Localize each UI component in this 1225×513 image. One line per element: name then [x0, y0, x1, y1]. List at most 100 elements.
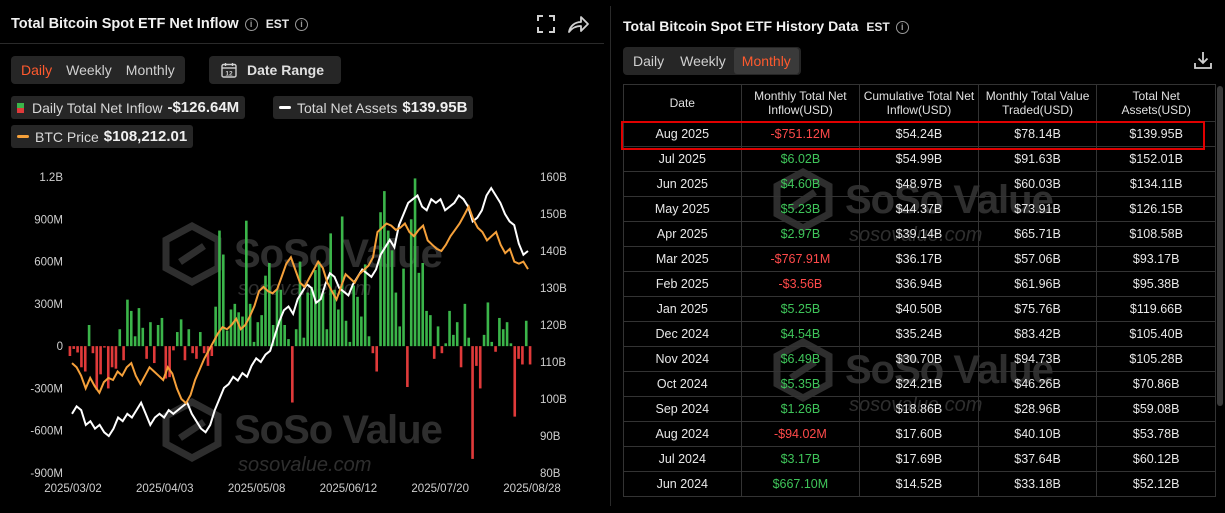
inflow-bar[interactable]: [118, 329, 122, 347]
table-row[interactable]: Sep 2024 $1.26B $18.86B $28.96B $59.08B: [623, 396, 1216, 422]
tab-daily[interactable]: Daily: [21, 62, 53, 78]
inflow-bar[interactable]: [260, 315, 263, 347]
inflow-bar[interactable]: [505, 322, 509, 347]
history-tab-weekly[interactable]: Weekly: [680, 53, 726, 69]
inflow-bar[interactable]: [294, 329, 298, 347]
inflow-bar[interactable]: [191, 346, 194, 354]
inflow-bar[interactable]: [337, 309, 340, 347]
inflow-bar[interactable]: [463, 303, 467, 347]
inflow-bar[interactable]: [394, 292, 398, 347]
inflow-bar[interactable]: [175, 332, 179, 347]
inflow-bar[interactable]: [413, 178, 417, 347]
inflow-bar[interactable]: [478, 346, 482, 389]
col-date[interactable]: Date: [623, 84, 742, 122]
inflow-bar[interactable]: [225, 330, 229, 347]
inflow-bar[interactable]: [172, 346, 175, 351]
inflow-bar[interactable]: [179, 319, 183, 347]
inflow-bar[interactable]: [283, 325, 286, 347]
inflow-bar[interactable]: [160, 317, 164, 347]
inflow-bar[interactable]: [114, 346, 118, 369]
inflow-bar[interactable]: [99, 346, 102, 375]
table-row[interactable]: Aug 2025 -$751.12M $54.24B $78.14B $139.95B: [623, 121, 1216, 147]
inflow-bar[interactable]: [471, 346, 474, 459]
legend-daily-inflow[interactable]: Daily Total Net Inflow -$126.64M: [11, 96, 246, 119]
table-row[interactable]: Dec 2024 $4.54B $35.24B $83.42B $105.40B: [623, 321, 1216, 347]
inflow-bar[interactable]: [210, 346, 214, 357]
inflow-bar[interactable]: [103, 346, 106, 348]
inflow-bar[interactable]: [386, 230, 390, 347]
inflow-bar[interactable]: [375, 346, 378, 372]
inflow-bar[interactable]: [145, 346, 148, 359]
inflow-bar[interactable]: [87, 325, 91, 347]
inflow-bar[interactable]: [68, 346, 72, 357]
inflow-bar[interactable]: [360, 316, 363, 347]
history-tab-monthly[interactable]: Monthly: [733, 48, 799, 74]
inflow-bar[interactable]: [233, 303, 237, 347]
inflow-bar[interactable]: [317, 261, 321, 347]
inflow-bar[interactable]: [409, 219, 413, 347]
inflow-bar[interactable]: [455, 322, 459, 347]
inflow-bar[interactable]: [344, 320, 348, 347]
inflow-bar[interactable]: [528, 346, 532, 365]
inflow-bar[interactable]: [501, 329, 505, 347]
inflow-bar[interactable]: [268, 262, 271, 347]
inflow-bar[interactable]: [429, 315, 432, 347]
inflow-bar[interactable]: [241, 316, 244, 347]
inflow-bar[interactable]: [229, 309, 233, 347]
inflow-bar[interactable]: [72, 346, 76, 349]
inflow-bar[interactable]: [129, 310, 133, 347]
table-row[interactable]: Jul 2024 $3.17B $17.69B $37.64B $60.12B: [623, 446, 1216, 472]
inflow-bar[interactable]: [440, 346, 444, 354]
inflow-bar[interactable]: [95, 346, 99, 390]
inflow-bar[interactable]: [436, 326, 440, 347]
inflow-bar[interactable]: [237, 312, 240, 347]
table-row[interactable]: Aug 2024 -$94.02M $17.60B $40.10B $53.78B: [623, 421, 1216, 447]
inflow-bar[interactable]: [264, 275, 267, 347]
inflow-bar[interactable]: [252, 341, 256, 347]
tab-monthly[interactable]: Monthly: [125, 62, 175, 78]
history-tab-daily[interactable]: Daily: [633, 53, 665, 69]
col-monthly-net-inflow[interactable]: Monthly Total Net Inflow(USD): [740, 84, 861, 122]
inflow-bar[interactable]: [187, 329, 191, 347]
inflow-bar[interactable]: [444, 343, 448, 347]
inflow-bar[interactable]: [498, 317, 501, 347]
inflow-bar[interactable]: [406, 346, 409, 388]
inflow-bar[interactable]: [363, 264, 367, 347]
inflow-bar[interactable]: [524, 320, 528, 347]
timezone-info-icon[interactable]: i: [295, 18, 309, 31]
col-total-net-assets[interactable]: Total Net Assets(USD): [1096, 84, 1216, 122]
inflow-bar[interactable]: [291, 346, 294, 403]
table-row[interactable]: Jun 2025 $4.60B $48.97B $60.03B $134.11B: [623, 171, 1216, 197]
inflow-bar[interactable]: [271, 325, 275, 347]
inflow-bar[interactable]: [287, 339, 290, 347]
legend-btc-price[interactable]: BTC Price $108,212.01: [11, 125, 194, 148]
col-monthly-value-traded[interactable]: Monthly Total Value Traded(USD): [977, 84, 1098, 122]
table-row[interactable]: Jan 2025 $5.25B $40.50B $75.76B $119.66B: [623, 296, 1216, 322]
inflow-bar[interactable]: [298, 261, 302, 347]
inflow-bar[interactable]: [402, 268, 405, 347]
inflow-bar[interactable]: [202, 346, 206, 354]
inflow-bar[interactable]: [141, 327, 145, 347]
inflow-bar[interactable]: [149, 322, 152, 347]
inflow-bar[interactable]: [486, 302, 490, 347]
table-row[interactable]: Nov 2024 $6.49B $30.70B $94.73B $105.28B: [623, 346, 1216, 372]
inflow-bar[interactable]: [425, 310, 428, 347]
inflow-bar[interactable]: [164, 346, 168, 379]
inflow-bar[interactable]: [248, 303, 252, 347]
inflow-bar[interactable]: [168, 346, 171, 378]
inflow-bar[interactable]: [509, 343, 513, 347]
inflow-bar[interactable]: [367, 336, 371, 347]
table-row[interactable]: Feb 2025 -$3.56B $36.94B $61.96B $95.38B: [623, 271, 1216, 297]
fullscreen-button[interactable]: [534, 12, 558, 36]
inflow-bar[interactable]: [417, 272, 421, 347]
inflow-bar[interactable]: [333, 289, 336, 347]
inflow-bar[interactable]: [80, 346, 83, 368]
inflow-bar[interactable]: [482, 334, 486, 347]
table-row[interactable]: Jul 2025 $6.02B $54.99B $91.63B $152.01B: [623, 146, 1216, 172]
inflow-bar[interactable]: [352, 285, 355, 347]
legend-net-assets[interactable]: Total Net Assets $139.95B: [273, 96, 474, 119]
inflow-bar[interactable]: [306, 292, 309, 347]
inflow-bar[interactable]: [390, 250, 394, 347]
inflow-bar[interactable]: [106, 346, 110, 389]
inflow-bar[interactable]: [256, 322, 260, 347]
